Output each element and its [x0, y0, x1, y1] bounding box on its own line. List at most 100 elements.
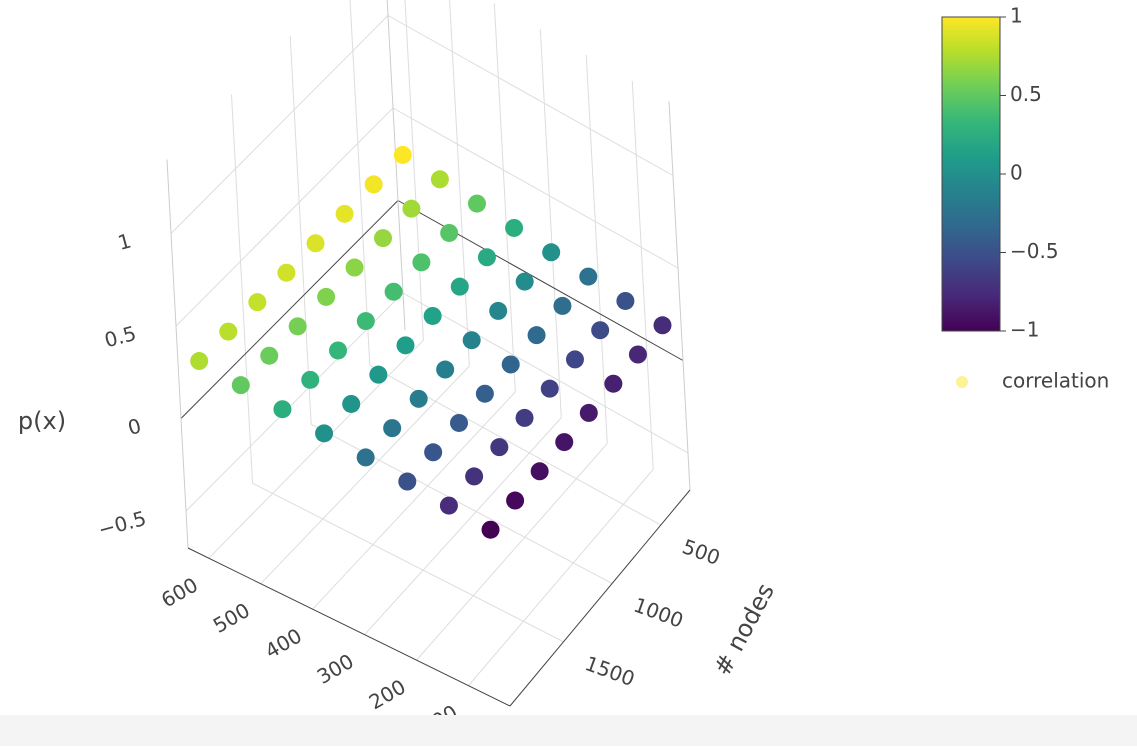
point — [490, 438, 509, 457]
point — [579, 267, 598, 286]
point — [277, 263, 296, 282]
point — [398, 472, 417, 491]
point — [273, 400, 292, 419]
z-tick-label: 0 — [125, 413, 144, 439]
grid — [166, 0, 691, 707]
point — [412, 253, 431, 272]
point — [342, 394, 361, 413]
grid-line — [170, 15, 389, 234]
axis-edge — [668, 101, 691, 491]
point — [430, 170, 449, 189]
point — [506, 491, 525, 510]
point — [604, 374, 623, 393]
point — [369, 365, 388, 384]
grid-line — [468, 469, 654, 686]
point — [231, 376, 250, 395]
point — [396, 336, 415, 355]
point — [515, 272, 534, 291]
colorbar-tick-label: 0 — [1010, 161, 1023, 185]
point — [565, 350, 584, 369]
point — [555, 433, 574, 452]
legend-label: correlation — [1002, 369, 1109, 393]
y-tick-label: 400 — [261, 623, 306, 663]
grid-line — [585, 55, 608, 444]
point — [515, 408, 534, 427]
y-tick-label: 200 — [365, 674, 410, 714]
point — [335, 204, 354, 223]
point — [383, 419, 402, 438]
grid-line — [349, 0, 371, 366]
point — [462, 331, 481, 350]
points — [190, 145, 672, 539]
axis-edge — [166, 159, 189, 549]
grid-line — [387, 15, 674, 176]
grid-line — [252, 482, 564, 643]
axis-line — [509, 489, 691, 707]
point — [315, 424, 334, 443]
z-axis-title: p(x) — [18, 407, 66, 435]
grid-line — [289, 35, 312, 425]
x-tick-label: 1000 — [631, 593, 687, 633]
point — [219, 322, 238, 341]
grid-line — [493, 3, 516, 392]
point — [288, 317, 307, 336]
grid-line — [631, 80, 654, 470]
point — [481, 520, 500, 539]
grid-line — [231, 94, 254, 484]
grid-line — [392, 107, 679, 269]
z-tick-label: 1 — [115, 228, 134, 254]
colorbar-tick-label: −1 — [1010, 318, 1039, 342]
point — [553, 296, 572, 315]
grid-line — [312, 391, 516, 610]
point — [356, 312, 375, 331]
point — [475, 384, 494, 403]
point — [439, 496, 458, 515]
grid-line — [404, 0, 424, 341]
point — [477, 248, 496, 267]
point — [540, 379, 559, 398]
x-tick-label: 500 — [679, 534, 723, 570]
point — [450, 413, 469, 432]
grid-line — [260, 365, 470, 585]
grid-line — [402, 292, 689, 454]
point — [527, 326, 546, 345]
point — [374, 229, 393, 248]
point — [409, 389, 428, 408]
grid-line — [364, 417, 562, 635]
y-tick-label: 600 — [157, 573, 202, 613]
z-tick-label: 0.5 — [102, 321, 139, 352]
point — [384, 282, 403, 301]
point — [248, 293, 267, 312]
x-tick-label: 1500 — [582, 651, 638, 691]
x-axis-title: # nodes — [708, 579, 780, 681]
point — [450, 277, 469, 296]
point — [579, 403, 598, 422]
point — [356, 448, 375, 467]
grid-line — [175, 107, 394, 327]
grid-line — [180, 200, 399, 419]
point — [329, 341, 348, 360]
point — [616, 291, 635, 310]
colorbar — [941, 16, 1001, 332]
grid-line — [449, 0, 470, 367]
grid-line — [208, 339, 424, 559]
point — [364, 175, 383, 194]
grid-line — [539, 29, 562, 418]
z-tick-label: −0.5 — [96, 506, 149, 542]
bottom-bar — [0, 715, 1137, 746]
point — [423, 306, 442, 325]
point — [467, 194, 486, 213]
colorbar-tick-label: 1 — [1010, 4, 1023, 28]
point — [436, 360, 455, 379]
point — [628, 345, 647, 364]
point — [402, 199, 421, 218]
point — [530, 462, 549, 481]
y-tick-label: 300 — [313, 649, 358, 689]
point — [260, 346, 279, 365]
point — [653, 316, 672, 335]
grid-line — [416, 443, 608, 661]
point — [301, 370, 320, 389]
point — [345, 258, 364, 277]
legend-marker — [956, 376, 968, 388]
